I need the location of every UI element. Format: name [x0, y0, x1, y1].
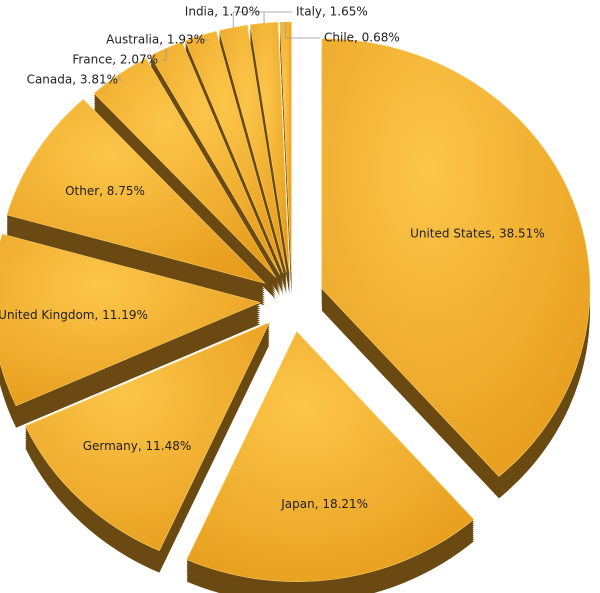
slice-top: [6, 98, 266, 284]
leader-line: [118, 74, 122, 81]
slice-label: United States, 38.51%: [410, 226, 545, 240]
leader-line: [162, 48, 167, 61]
slice-label: Japan, 18.21%: [280, 497, 368, 511]
slice-top: [279, 21, 292, 273]
leader-line: [263, 11, 292, 24]
slice-label: Italy, 1.65%: [296, 5, 368, 19]
slice-label: United Kingdom, 11.19%: [0, 308, 148, 322]
slice-label: France, 2.07%: [72, 53, 158, 67]
leader-line: [200, 35, 209, 41]
slice: [0, 233, 262, 428]
slice-label: Germany, 11.48%: [83, 439, 192, 453]
slice-label: Canada, 3.81%: [27, 73, 118, 87]
slice-top: [184, 30, 284, 274]
slice-top: [186, 331, 475, 582]
slice: [24, 322, 271, 573]
slice-label: Australia, 1.93%: [106, 33, 205, 47]
slice-label: India, 1.70%: [185, 5, 260, 19]
slice: [279, 21, 292, 295]
slice: [6, 98, 266, 306]
slice: [186, 331, 475, 593]
slice-label: Other, 8.75%: [65, 184, 145, 198]
slice: [93, 58, 276, 300]
slice-top: [321, 38, 591, 477]
slice-label: Chile, 0.68%: [324, 31, 400, 45]
slice-top: [24, 322, 271, 552]
leader-line: [285, 22, 320, 39]
slice-top: [249, 22, 290, 273]
slice: [321, 38, 591, 499]
leader-line: [232, 11, 264, 28]
slice-top: [0, 233, 262, 407]
